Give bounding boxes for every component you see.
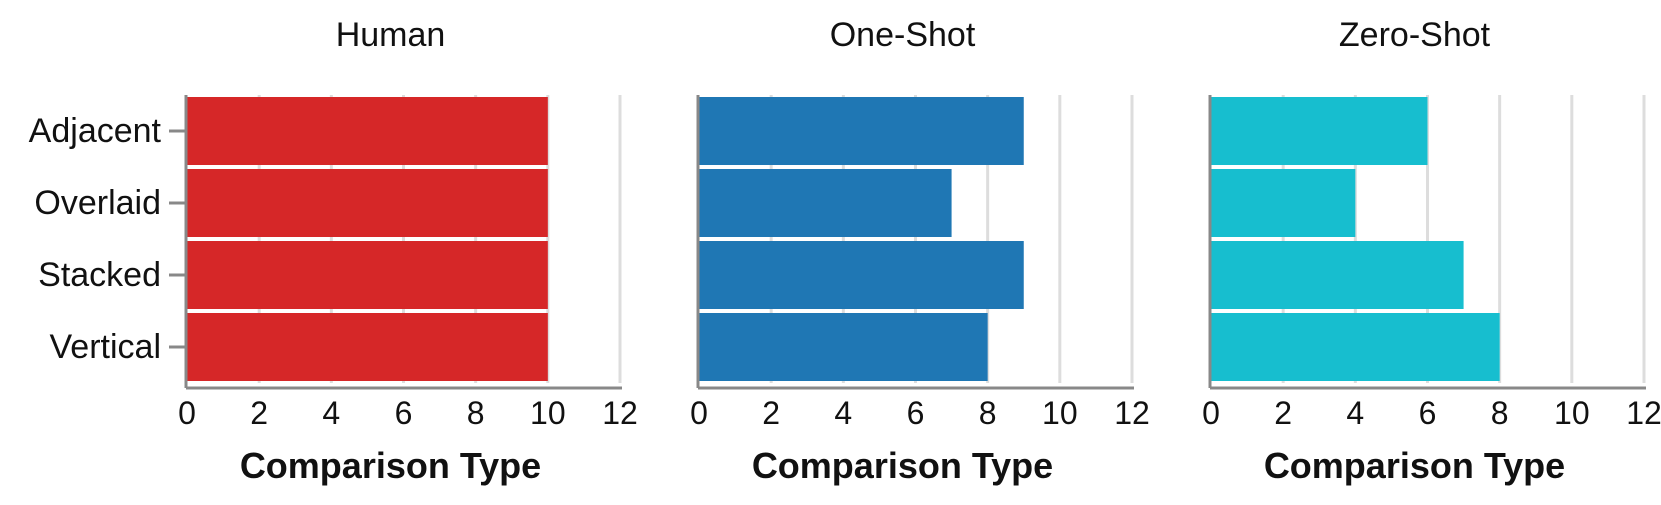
x-tick-label: 0 [690, 395, 708, 431]
bar-overlaid [187, 169, 548, 237]
bar-adjacent [187, 97, 548, 165]
x-tick-label: 4 [322, 395, 340, 431]
bar-vertical [699, 313, 988, 381]
bar-adjacent [1211, 97, 1428, 165]
x-tick-label: 6 [395, 395, 413, 431]
x-tick-label: 6 [907, 395, 925, 431]
x-tick-label: 10 [1042, 395, 1078, 431]
x-tick-label: 4 [1346, 395, 1364, 431]
category-label: Adjacent [29, 112, 162, 150]
x-tick-label: 8 [979, 395, 997, 431]
x-axis-title: Comparison Type [752, 445, 1053, 486]
panel-zero-shot: 0 2 4 6 8 10 12 Zero-Shot Comparison Type [1202, 16, 1661, 486]
x-tick-label: 6 [1419, 395, 1437, 431]
panel-human: Adjacent Overlaid Stacked Vertical 0 2 4 6 8 10 12… [29, 16, 638, 486]
bar-overlaid [1211, 169, 1356, 237]
category-label: Vertical [50, 328, 162, 366]
x-tick-label: 8 [467, 395, 485, 431]
bar-vertical [1211, 313, 1500, 381]
x-tick-label: 8 [1491, 395, 1509, 431]
bar-stacked [187, 241, 548, 309]
x-tick-label: 2 [1274, 395, 1292, 431]
x-tick-label: 2 [762, 395, 780, 431]
bar-adjacent [699, 97, 1024, 165]
bar-vertical [187, 313, 548, 381]
x-tick-label: 2 [250, 395, 268, 431]
panel-one-shot: 0 2 4 6 8 10 12 One-Shot Comparison Type [690, 16, 1150, 486]
bar-stacked [699, 241, 1024, 309]
x-tick-label: 12 [1626, 395, 1661, 431]
panel-title: Human [336, 16, 446, 54]
bar-overlaid [699, 169, 952, 237]
x-tick-label: 12 [602, 395, 638, 431]
x-tick-label: 10 [530, 395, 566, 431]
category-label: Overlaid [34, 184, 161, 222]
x-tick-label: 4 [834, 395, 852, 431]
x-tick-label: 0 [178, 395, 196, 431]
x-tick-label: 12 [1114, 395, 1150, 431]
x-axis-title: Comparison Type [240, 445, 541, 486]
panel-title: Zero-Shot [1339, 16, 1491, 54]
x-tick-label: 0 [1202, 395, 1220, 431]
category-label: Stacked [38, 256, 161, 294]
bar-stacked [1211, 241, 1464, 309]
x-tick-label: 10 [1554, 395, 1590, 431]
x-axis-title: Comparison Type [1264, 445, 1565, 486]
panel-title: One-Shot [830, 16, 976, 54]
